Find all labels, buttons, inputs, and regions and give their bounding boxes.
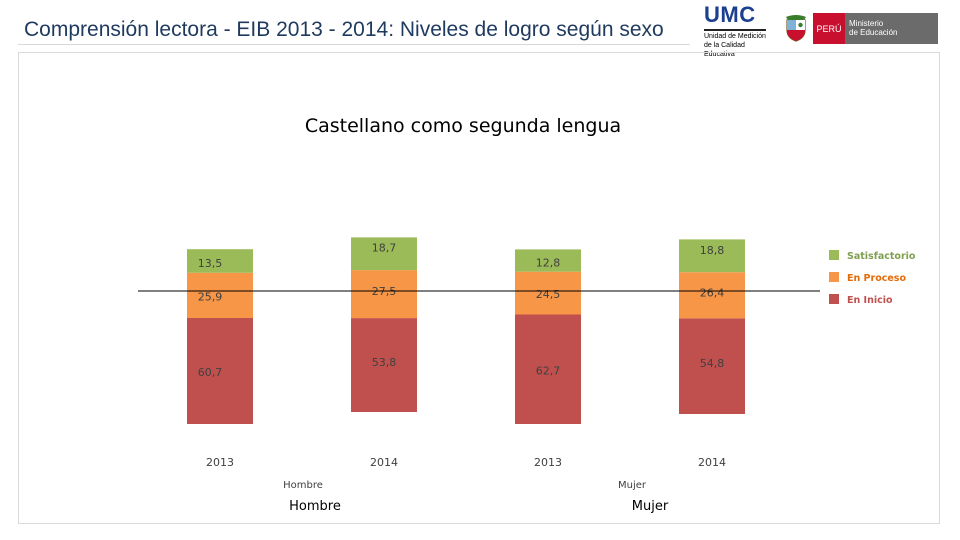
umc-logo-subtitle-line1: Unidad de Medición bbox=[704, 33, 766, 40]
data-label-en-inicio-2: 62,7 bbox=[536, 364, 561, 377]
umc-logo-subtitle: Unidad de Medición de la Calidad Educati… bbox=[704, 29, 766, 59]
data-label-satisfactorio-0: 13,5 bbox=[198, 257, 223, 270]
bar-en-proceso-3 bbox=[679, 272, 745, 319]
legend-swatch-satisfactorio bbox=[829, 250, 839, 260]
bar-en-inicio-1 bbox=[351, 318, 417, 412]
bar-satisfactorio-1 bbox=[351, 237, 417, 271]
bar-en-proceso-1 bbox=[351, 270, 417, 319]
data-label-satisfactorio-3: 18,8 bbox=[700, 244, 725, 257]
data-label-en-proceso-2: 24,5 bbox=[536, 288, 561, 301]
data-label-en-proceso-1: 27,5 bbox=[372, 285, 397, 298]
category-label-1: 2014 bbox=[370, 456, 398, 469]
title-divider bbox=[18, 44, 690, 45]
peru-badge: PERÚ bbox=[813, 13, 845, 44]
chart-frame bbox=[18, 52, 940, 524]
data-label-en-inicio-0: 60,7 bbox=[198, 366, 223, 379]
category-label-3: 2014 bbox=[698, 456, 726, 469]
bar-en-inicio-2 bbox=[515, 314, 581, 424]
data-label-satisfactorio-1: 18,7 bbox=[372, 242, 397, 255]
axis-group-label-hombre: Hombre bbox=[283, 480, 323, 491]
bar-en-inicio-3 bbox=[679, 318, 745, 414]
outer-group-label-mujer: Mujer bbox=[632, 499, 669, 514]
data-label-en-proceso-0: 25,9 bbox=[198, 290, 223, 303]
slide-title: Comprensión lectora - EIB 2013 - 2014: N… bbox=[24, 18, 664, 41]
data-label-en-inicio-3: 54,8 bbox=[700, 357, 725, 370]
bar-en-inicio-0 bbox=[187, 318, 253, 424]
bar-satisfactorio-2 bbox=[515, 249, 581, 272]
bar-en-proceso-2 bbox=[515, 271, 581, 315]
minedu-logo: PERÚ Ministerio de Educación bbox=[813, 13, 938, 44]
ministry-name-line2: de Educación bbox=[849, 28, 898, 37]
legend-label-satisfactorio: Satisfactorio bbox=[847, 251, 916, 262]
outer-group-label-hombre: Hombre bbox=[289, 499, 341, 514]
data-label-satisfactorio-2: 12,8 bbox=[536, 257, 561, 270]
umc-logo-subtitle-line2: de la Calidad Educativa bbox=[704, 42, 745, 58]
data-label-en-inicio-1: 53,8 bbox=[372, 356, 397, 369]
umc-logo-mark: UMC bbox=[704, 2, 756, 27]
bar-satisfactorio-3 bbox=[679, 239, 745, 273]
chart-title: Castellano como segunda lengua bbox=[305, 115, 621, 137]
legend-swatch-en-inicio bbox=[829, 294, 839, 304]
bar-en-proceso-0 bbox=[187, 272, 253, 318]
legend-label-en-proceso: En Proceso bbox=[847, 273, 906, 284]
category-label-2: 2013 bbox=[534, 456, 562, 469]
bar-satisfactorio-0 bbox=[187, 249, 253, 273]
legend-swatch-en-proceso bbox=[829, 272, 839, 282]
axis-group-label-mujer: Mujer bbox=[618, 480, 647, 491]
peru-crest-icon bbox=[786, 15, 806, 42]
data-label-en-proceso-3: 26,4 bbox=[700, 286, 725, 299]
legend-label-en-inicio: En Inicio bbox=[847, 295, 893, 306]
category-label-0: 2013 bbox=[206, 456, 234, 469]
umc-logo: UMC Unidad de Medición de la Calidad Edu… bbox=[704, 2, 766, 58]
ministry-name: Ministerio de Educación bbox=[845, 13, 938, 44]
ministry-name-line1: Ministerio bbox=[849, 19, 884, 28]
